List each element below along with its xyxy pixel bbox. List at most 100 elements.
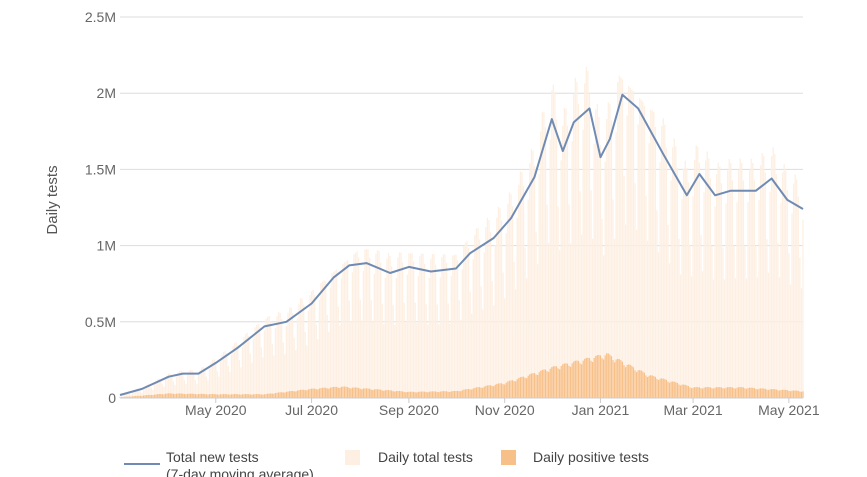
- legend-swatch-total: [345, 450, 360, 465]
- daily-positive-bar: [138, 395, 140, 398]
- daily-total-bar: [529, 163, 531, 398]
- daily-positive-bar: [384, 390, 386, 398]
- daily-positive-bar: [144, 395, 146, 398]
- daily-total-bar: [544, 127, 547, 398]
- daily-positive-bar: [497, 383, 500, 398]
- daily-positive-bar: [350, 388, 352, 398]
- daily-positive-bar: [675, 382, 677, 398]
- daily-total-bar: [431, 253, 434, 398]
- daily-total-bar: [475, 228, 478, 398]
- daily-total-bar: [591, 238, 594, 398]
- daily-positive-bar: [169, 393, 171, 398]
- daily-total-bar: [708, 158, 710, 398]
- daily-positive-bar: [318, 388, 321, 398]
- daily-positive-bar: [232, 394, 234, 398]
- daily-positive-bar: [708, 387, 710, 398]
- daily-total-bar: [590, 190, 592, 398]
- daily-positive-bar: [775, 389, 777, 398]
- daily-positive-bar: [648, 375, 650, 398]
- daily-positive-bar: [596, 355, 598, 398]
- daily-total-bar: [345, 261, 347, 398]
- daily-total-bar: [127, 392, 129, 398]
- daily-total-bar: [494, 245, 496, 398]
- daily-total-bar: [508, 192, 511, 398]
- daily-total-bar: [439, 277, 441, 398]
- daily-total-bar: [227, 365, 229, 398]
- daily-total-bar: [480, 286, 482, 398]
- daily-total-bar: [646, 240, 649, 398]
- legend-item-positive[interactable]: Daily positive tests: [501, 449, 649, 465]
- daily-positive-bar: [155, 394, 157, 398]
- daily-positive-bar: [340, 386, 343, 398]
- daily-positive-bar: [376, 389, 379, 398]
- daily-total-bar: [444, 254, 446, 398]
- daily-positive-bar: [309, 388, 311, 398]
- daily-positive-bar: [119, 397, 121, 398]
- daily-positive-bar: [792, 390, 795, 398]
- daily-positive-bar: [197, 394, 200, 398]
- daily-total-bar: [731, 180, 733, 398]
- daily-total-bar: [489, 232, 492, 398]
- daily-total-bar: [624, 224, 627, 398]
- daily-total-bar: [538, 174, 540, 398]
- x-tick-label: Mar 2021: [664, 402, 723, 418]
- daily-total-bar: [412, 261, 415, 398]
- daily-total-bar: [401, 262, 404, 398]
- daily-total-bar: [218, 376, 220, 398]
- daily-positive-bar: [676, 382, 679, 398]
- daily-positive-bar: [320, 388, 322, 398]
- daily-total-bar: [406, 274, 408, 398]
- daily-total-bar: [130, 394, 132, 398]
- daily-total-bar: [507, 203, 509, 398]
- daily-positive-bar: [124, 396, 126, 398]
- daily-total-bar: [748, 169, 751, 398]
- daily-positive-bar: [703, 387, 705, 398]
- daily-total-bar: [478, 239, 481, 398]
- daily-total-bar: [128, 393, 131, 398]
- daily-total-bar: [474, 235, 476, 398]
- daily-positive-bar: [163, 394, 165, 398]
- daily-positive-bar: [337, 387, 339, 398]
- daily-positive-bar: [219, 394, 222, 398]
- daily-total-bar: [183, 380, 186, 398]
- daily-total-bar: [268, 316, 270, 398]
- daily-total-bar: [336, 269, 338, 398]
- daily-positive-bar: [774, 389, 776, 398]
- daily-positive-bar: [186, 393, 189, 398]
- daily-total-bar: [260, 347, 262, 398]
- daily-total-bar: [458, 300, 460, 398]
- daily-total-bar: [511, 206, 514, 398]
- daily-total-bar: [317, 339, 319, 398]
- legend-item-line[interactable]: Total new tests (7-day moving average): [124, 449, 314, 477]
- daily-positive-bar: [281, 392, 283, 398]
- daily-positive-bar: [615, 359, 617, 398]
- daily-total-bar: [742, 180, 744, 398]
- daily-total-bar: [482, 309, 484, 398]
- daily-total-bar: [397, 257, 399, 398]
- daily-total-bar: [500, 220, 503, 398]
- legend-item-total[interactable]: Daily total tests: [345, 449, 473, 465]
- daily-total-bar: [391, 266, 393, 398]
- daily-positive-bar: [640, 370, 642, 398]
- daily-total-bar: [378, 251, 380, 398]
- daily-positive-bar: [480, 387, 482, 398]
- daily-total-bar: [488, 219, 490, 398]
- daily-positive-bar: [464, 389, 467, 398]
- daily-total-bar: [697, 146, 699, 398]
- daily-total-bar: [723, 279, 726, 398]
- daily-total-bar: [772, 146, 774, 398]
- daily-total-bar: [328, 331, 330, 398]
- daily-total-bar: [548, 243, 550, 398]
- daily-positive-bar: [190, 393, 192, 398]
- daily-total-bar: [730, 162, 732, 398]
- daily-total-bar: [515, 289, 517, 398]
- daily-total-bar: [244, 334, 247, 398]
- daily-positive-bar: [288, 391, 291, 398]
- daily-total-bar: [241, 346, 244, 398]
- daily-total-bar: [789, 284, 792, 398]
- daily-positive-bar: [364, 388, 366, 398]
- daily-total-bar: [505, 233, 507, 398]
- daily-total-bar: [739, 158, 741, 398]
- daily-positive-bar: [133, 396, 135, 398]
- daily-positive-bar: [673, 381, 675, 398]
